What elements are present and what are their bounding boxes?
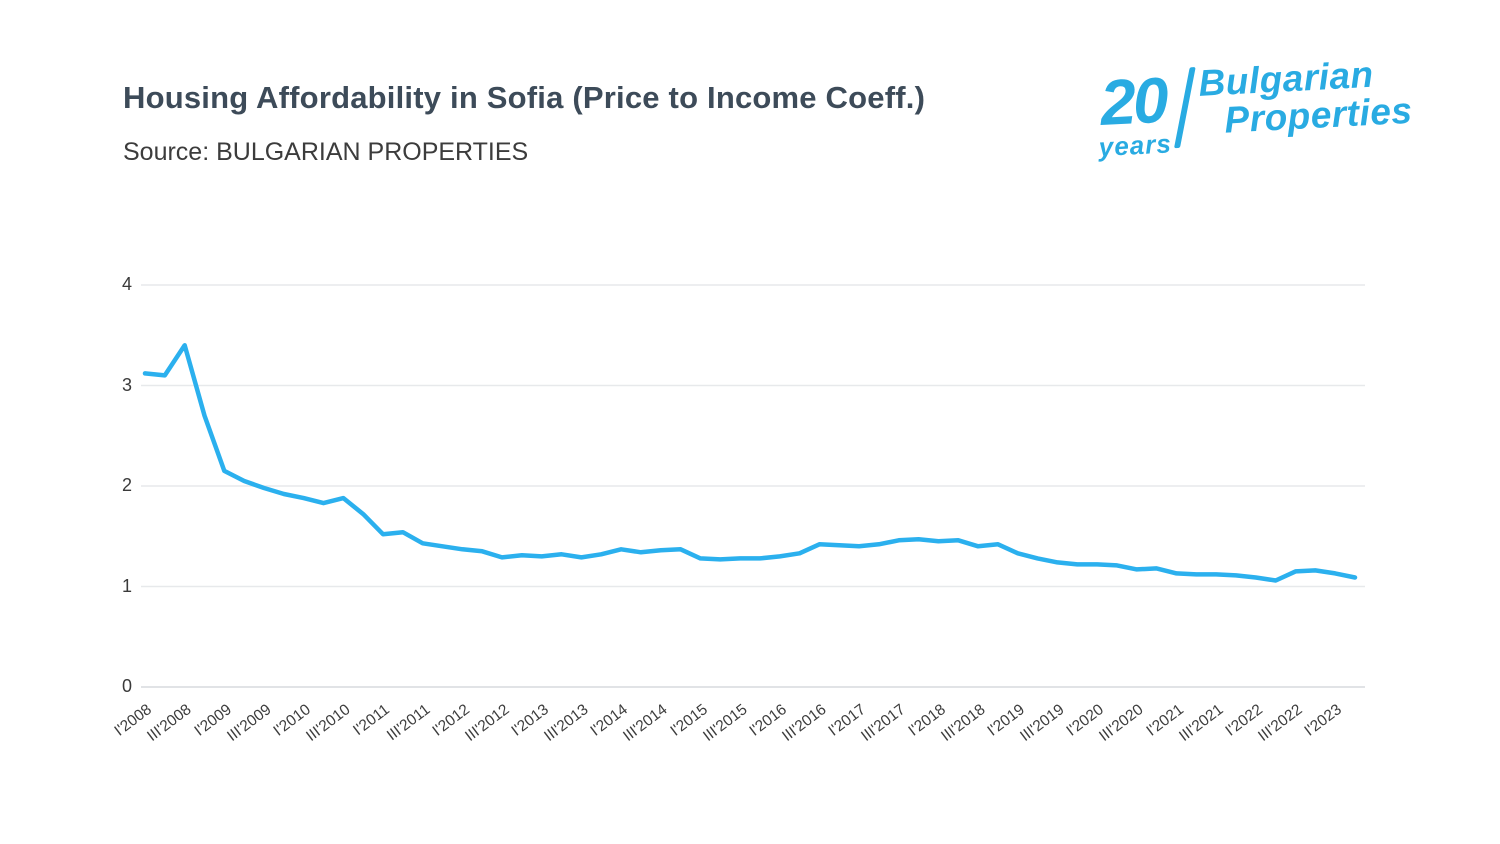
page-title: Housing Affordability in Sofia (Price to… xyxy=(123,80,926,115)
source-label: Source: BULGARIAN PROPERTIES xyxy=(123,138,529,166)
line-series xyxy=(142,343,1358,583)
